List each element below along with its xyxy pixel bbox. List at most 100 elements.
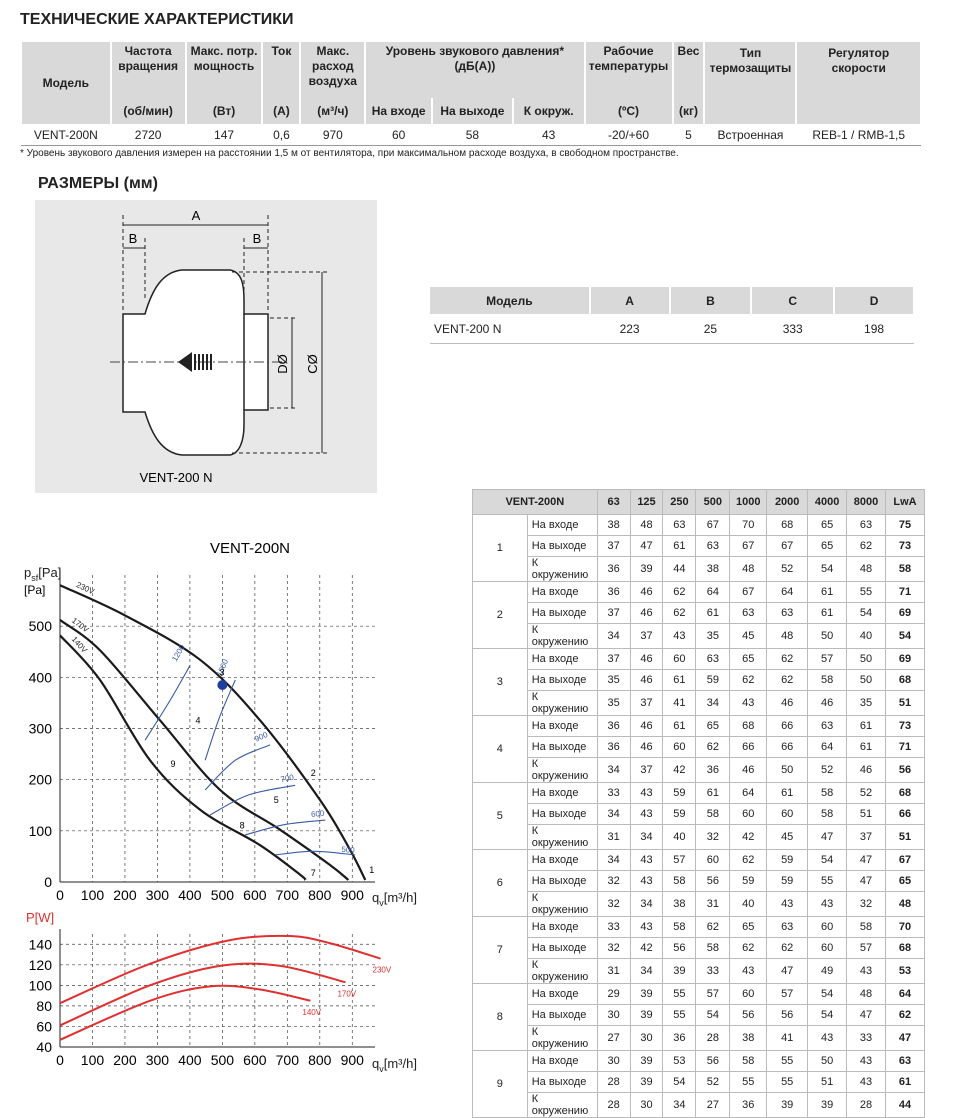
data-row: 4 На входе 36 46 61 65 68 66 63 61 73: [472, 715, 926, 783]
series-label: 140V: [302, 1008, 321, 1017]
axis-label: psf[Pa]: [24, 565, 61, 583]
header-unit: (А): [261, 98, 302, 124]
data-cell: 67: [729, 535, 768, 557]
mode-cell: 7: [472, 916, 528, 984]
data-cell: 25: [669, 314, 752, 344]
y-tick-label: 300: [29, 721, 53, 737]
series-line: [59, 584, 367, 881]
data-cell: 67: [729, 581, 768, 603]
header-unit: (Вт): [184, 98, 264, 124]
dimension-lines: [123, 224, 323, 453]
data-cell: 50: [766, 757, 809, 783]
data-cell: 0,6: [262, 124, 301, 146]
data-cell: 43: [807, 1025, 848, 1051]
spec-title: ТЕХНИЧЕСКИЕ ХАРАКТЕРИСТИКИ: [20, 11, 294, 28]
series-label: 170V: [337, 989, 356, 998]
total-cell: 71: [884, 736, 926, 758]
row-label: На выходе: [526, 602, 598, 624]
data-row: К окружению 28 30 34 27 36 39 39 28 44: [473, 1092, 926, 1118]
data-cell: 47: [807, 824, 848, 850]
data-cell: 37: [596, 602, 631, 624]
axis-label-main: q: [372, 890, 379, 905]
series-label: 170V: [70, 616, 91, 635]
data-cell: REB-1 / RMB-1,5: [796, 124, 921, 146]
axis-label-unit: [m³/h]: [384, 890, 417, 905]
data-cell: 63: [846, 514, 886, 536]
data-cell: 49: [807, 958, 848, 984]
data-cell: 32: [846, 891, 886, 917]
y-tick-label: 140: [29, 936, 53, 952]
data-row: 2 На входе 36 46 62 64 67 64 61 55 71: [472, 581, 926, 649]
dim-label: B: [253, 231, 262, 246]
data-cell: 28: [846, 1092, 886, 1118]
axis-label-sub: v: [379, 898, 384, 908]
x-tick-label: 0: [56, 1052, 64, 1068]
data-cell: 31: [596, 824, 631, 850]
header-cell: 1000: [729, 489, 768, 515]
axis-label-sub: sf: [31, 573, 39, 583]
data-cell: 64: [766, 581, 809, 603]
data-cell: 34: [596, 803, 631, 825]
x-tick-label: 400: [178, 1052, 202, 1068]
data-cell: 970: [300, 124, 366, 146]
data-cell: 36: [596, 556, 631, 582]
row-label: На входе: [526, 916, 598, 938]
data-cell: 43: [512, 124, 585, 146]
x-tick-label: 200: [113, 1052, 137, 1068]
data-row: На выходе 37 46 62 61 63 63 61 54 69: [473, 602, 926, 624]
data-cell: 46: [629, 715, 664, 737]
data-cell: 61: [846, 715, 886, 737]
data-cell: 47: [766, 958, 809, 984]
series-line: [59, 984, 311, 1041]
extension-lines: [122, 215, 328, 454]
row-label: На выходе: [526, 870, 598, 892]
data-cell: 46: [807, 690, 848, 716]
contour-line: [204, 744, 271, 791]
dimensions-table: Модель A B C D VENT-200 N 223 25 333 198: [430, 287, 915, 344]
mode-cell: 4: [472, 715, 528, 783]
header-unit: (ºC): [583, 98, 674, 124]
data-cell: 32: [695, 824, 731, 850]
data-cell: 65: [729, 648, 768, 670]
series-line: [59, 619, 350, 881]
row-label: На выходе: [526, 736, 598, 758]
data-cell: 58: [807, 669, 848, 691]
data-cell: 33: [596, 782, 631, 804]
data-cell: 45: [729, 623, 768, 649]
data-cell: 55: [729, 1071, 768, 1093]
data-cell: 47: [846, 1004, 886, 1026]
x-tick-label: 800: [308, 1052, 332, 1068]
row-label: На выходе: [526, 803, 598, 825]
total-cell: 75: [884, 514, 926, 536]
data-cell: 61: [695, 782, 731, 804]
data-cell: 50: [846, 669, 886, 691]
x-tick-label: 100: [81, 887, 105, 903]
data-cell: 36: [695, 757, 731, 783]
data-cell: 67: [695, 514, 731, 536]
data-cell: 2720: [110, 124, 186, 146]
data-cell: 31: [695, 891, 731, 917]
data-cell: 37: [596, 535, 631, 557]
x-tick-label: 700: [276, 1052, 300, 1068]
data-cell: 33: [695, 958, 731, 984]
row-label: К окружению: [526, 623, 598, 649]
contour-label: 1200: [170, 643, 187, 663]
y-tick-label: 0: [44, 874, 52, 890]
data-cell: 48: [629, 514, 664, 536]
total-cell: 68: [884, 782, 926, 804]
dimension-drawing: A B B DØ CØ VENT-200 N: [35, 200, 377, 493]
data-cell: 58: [662, 916, 697, 938]
dim-label: CØ: [305, 354, 320, 374]
contour-line: [204, 679, 236, 761]
data-cell: 54: [807, 983, 848, 1005]
data-cell: Встроенная: [704, 124, 797, 146]
data-cell: 67: [766, 535, 809, 557]
data-cell: 34: [662, 1092, 697, 1118]
x-tick-label: 600: [243, 887, 267, 903]
point-label: 1: [369, 865, 374, 875]
data-cell: 39: [629, 556, 664, 582]
header-unit: (об/мин): [109, 98, 187, 124]
data-cell: 43: [729, 690, 768, 716]
dim-label: B: [129, 231, 138, 246]
row-label: К окружению: [526, 690, 598, 716]
